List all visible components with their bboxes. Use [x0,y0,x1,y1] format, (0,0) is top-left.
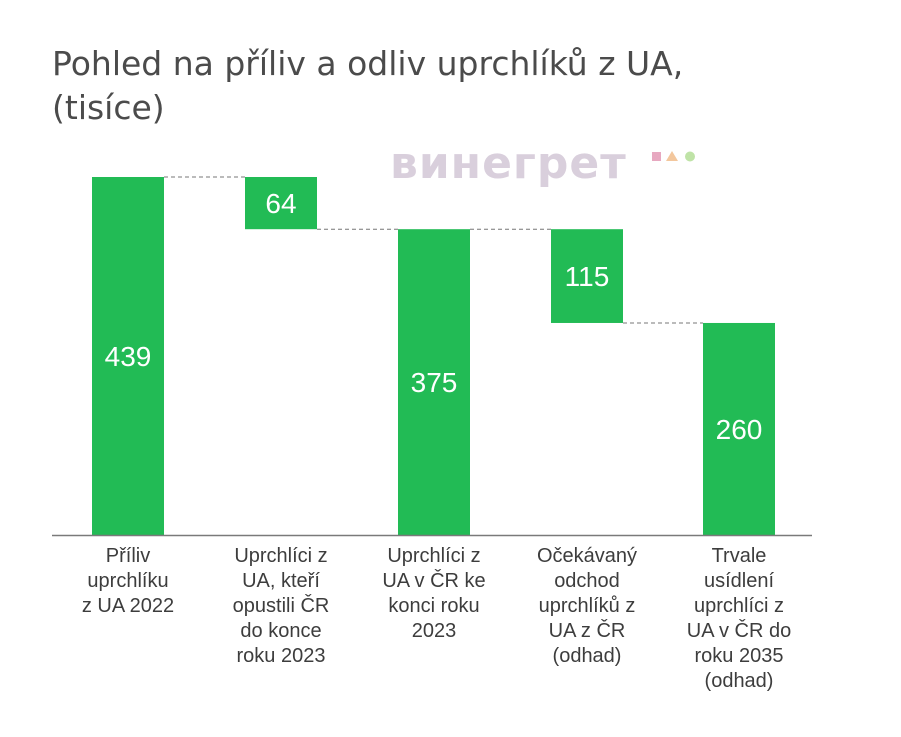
bar [398,229,470,535]
chart-title-line-2: (tisíce) [52,88,165,127]
category-label: Očekávaný odchod uprchlíků z UA z ČR (od… [536,545,638,667]
chart-title-line-1: Pohled na příliv a odliv uprchlíků z UA, [52,44,684,83]
bar [245,177,317,230]
watermark-dots-icon [652,151,695,162]
bar [703,322,775,535]
bar-value-label: 115 [565,261,610,292]
category-label: Příliv uprchlíku z UA 2022 [81,545,175,617]
bar-value-label: 64 [265,188,296,219]
watermark-logo: винегрет [390,138,627,189]
bar-value-label: 260 [716,414,763,445]
bar [92,177,164,535]
category-label: Trvale usídlení uprchlíci z UA v ČR do r… [686,545,792,692]
category-label: Uprchlíci z UA v ČR ke konci roku 2023 [382,545,486,642]
bar-value-label: 375 [411,367,458,398]
bar-value-label: 439 [105,341,152,372]
bar [551,229,623,323]
chart-title: Pohled na příliv a odliv uprchlíků z UA,… [52,42,683,130]
category-label: Uprchlíci z UA, kteří opustili ČR do kon… [232,545,330,667]
